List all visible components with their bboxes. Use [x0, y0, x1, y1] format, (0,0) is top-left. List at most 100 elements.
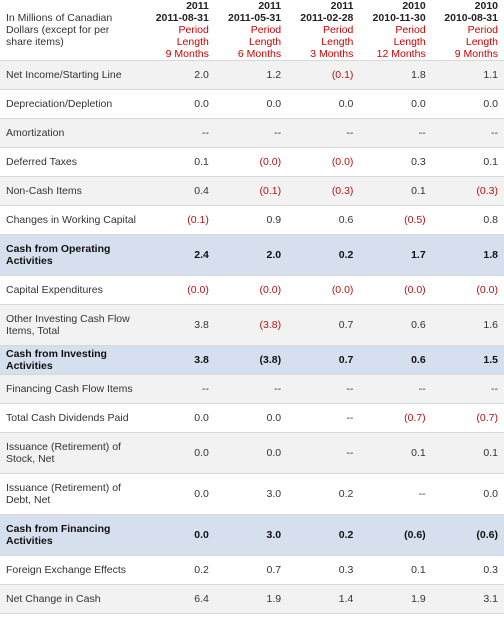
row-label: Capital Expenditures [0, 275, 143, 305]
value-cell: 2.4 [142, 234, 215, 276]
value-cell: 1.1 [431, 60, 504, 90]
header-row: In Millions of Canadian Dollars (except … [0, 0, 504, 61]
value-cell: 1.6 [431, 304, 504, 346]
value-cell: 0.0 [214, 89, 288, 119]
value-cell: 0.2 [287, 514, 360, 556]
units-label: In Millions of Canadian Dollars (except … [6, 12, 113, 48]
period-months: 9 Months [165, 48, 209, 60]
value-cell: 1.8 [431, 234, 504, 276]
row-label: Non-Cash Items [0, 176, 143, 206]
value-cell: (0.0) [142, 275, 215, 305]
value-cell: (0.0) [431, 275, 504, 305]
value-cell: (0.0) [287, 147, 360, 177]
value-cell: 1.4 [287, 584, 360, 614]
value-cell: 0.1 [431, 147, 504, 177]
value-cell: (0.0) [359, 275, 432, 305]
value-cell: -- [287, 432, 360, 474]
table-row: Net Income/Starting Line 2.0 1.2 (0.1) 1.8 1.… [0, 60, 504, 90]
value-cell: 1.2 [214, 60, 288, 90]
period-length-label: Period Length [176, 24, 209, 48]
column-header: 2011 2011-05-31 Period Length 6 Months [215, 0, 287, 61]
value-cell: 0.1 [359, 432, 432, 474]
value-cell: 3.8 [142, 304, 215, 346]
value-cell: 0.3 [287, 555, 360, 585]
row-label: Issuance (Retirement) of Debt, Net [0, 473, 143, 515]
column-year: 2011 [258, 0, 282, 12]
value-cell: 0.0 [142, 89, 215, 119]
table-row: Total Cash Dividends Paid 0.0 0.0 -- (0.7) (0… [0, 403, 504, 433]
value-cell: 0.4 [142, 176, 215, 206]
row-label: Cash from Investing Activities [0, 345, 143, 375]
row-label: Total Cash Dividends Paid [0, 403, 143, 433]
column-year: 2011 [330, 0, 354, 12]
value-cell: 0.3 [431, 555, 504, 585]
value-cell: -- [359, 118, 432, 148]
value-cell: (0.5) [359, 205, 432, 235]
period-length-label: Period Length [249, 24, 282, 48]
value-cell: 0.0 [214, 403, 288, 433]
value-cell: (3.8) [214, 345, 288, 375]
table-row: Foreign Exchange Effects 0.2 0.7 0.3 0.1 0.3 [0, 555, 504, 585]
value-cell: 0.0 [142, 514, 215, 556]
table-row: Depreciation/Depletion 0.0 0.0 0.0 0.0 0.0 [0, 89, 504, 119]
value-cell: 2.0 [142, 60, 215, 90]
column-date: 2011-02-28 [300, 12, 354, 24]
value-cell: (0.3) [287, 176, 360, 206]
row-label: Other Investing Cash Flow Items, Total [0, 304, 143, 346]
value-cell: 0.1 [431, 432, 504, 474]
value-cell: -- [287, 118, 360, 148]
row-label: Issuance (Retirement) of Stock, Net [0, 432, 143, 474]
value-cell: 0.1 [359, 555, 432, 585]
table-row: Other Investing Cash Flow Items, Total 3.… [0, 304, 504, 346]
value-cell: 0.0 [431, 473, 504, 515]
row-label: Cash from Financing Activities [0, 514, 143, 556]
value-cell: 3.0 [214, 473, 288, 515]
column-date: 2011-05-31 [227, 12, 282, 24]
period-length-label: Period Length [465, 24, 498, 48]
value-cell: 0.0 [142, 432, 215, 474]
value-cell: (0.1) [142, 205, 215, 235]
column-date: 2010-11-30 [372, 12, 426, 24]
value-cell: 1.9 [214, 584, 288, 614]
value-cell: 0.6 [359, 304, 432, 346]
value-cell: 0.9 [214, 205, 288, 235]
row-label: Depreciation/Depletion [0, 89, 143, 119]
table-row: Financing Cash Flow Items -- -- -- -- -- [0, 374, 504, 404]
value-cell: 3.0 [214, 514, 288, 556]
column-year: 2011 [186, 0, 209, 12]
value-cell: 0.7 [214, 555, 288, 585]
value-cell: -- [359, 473, 432, 515]
period-months: 9 Months [454, 48, 498, 60]
value-cell: 6.4 [142, 584, 215, 614]
value-cell: (0.6) [359, 514, 432, 556]
value-cell: 0.0 [287, 89, 360, 119]
row-label: Deferred Taxes [0, 147, 143, 177]
value-cell: 0.6 [359, 345, 432, 375]
row-label: Foreign Exchange Effects [0, 555, 143, 585]
column-header: 2011 2011-02-28 Period Length 3 Months [287, 0, 359, 61]
column-year: 2010 [474, 0, 498, 12]
value-cell: 0.7 [287, 345, 360, 375]
value-cell: (0.0) [214, 275, 288, 305]
value-cell: (0.0) [214, 147, 288, 177]
period-months: 6 Months [237, 48, 282, 60]
value-cell: 0.0 [359, 89, 432, 119]
value-cell: -- [287, 403, 360, 433]
period-length-label: Period Length [321, 24, 354, 48]
value-cell: 2.0 [214, 234, 288, 276]
value-cell: -- [287, 374, 360, 404]
value-cell: 1.7 [359, 234, 432, 276]
table-row: Cash from Operating Activities 2.4 2.0 0.2 1… [0, 234, 504, 276]
column-date: 2010-08-31 [444, 12, 498, 24]
value-cell: (0.1) [214, 176, 288, 206]
row-label: Net Income/Starting Line [0, 60, 143, 90]
row-label: Cash from Operating Activities [0, 234, 143, 276]
value-cell: 0.2 [287, 234, 360, 276]
row-label: Amortization [0, 118, 143, 148]
table-row: Issuance (Retirement) of Stock, Net 0.0 0.… [0, 432, 504, 474]
column-year: 2010 [402, 0, 426, 12]
value-cell: 0.0 [431, 89, 504, 119]
value-cell: (0.7) [431, 403, 504, 433]
value-cell: -- [142, 118, 215, 148]
value-cell: 0.0 [142, 403, 215, 433]
